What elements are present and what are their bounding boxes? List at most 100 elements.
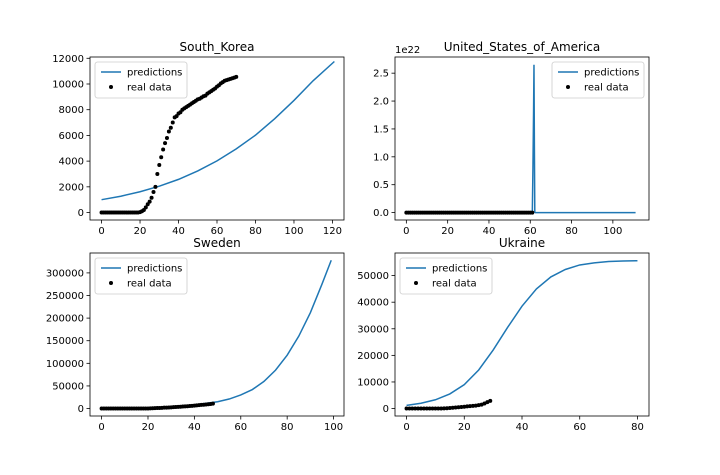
ukraine-xtick-label: 0	[403, 422, 409, 433]
ukraine-ytick-label: 30000	[357, 324, 389, 335]
sweden-subplot: Sweden 0 20 40 60 80 100 0 50000 100000 150000 2000…	[46, 236, 345, 433]
usa-legend: predictions real data	[551, 61, 645, 99]
usa-legend-predictions-label: predictions	[584, 68, 639, 79]
ukraine-real-data-point	[453, 405, 458, 410]
ukraine-real-data-point	[456, 405, 461, 410]
usa-ytick-label: 0.5	[373, 180, 389, 191]
south-korea-subplot: South_Korea 0 20 40 60 80 100 120 0 2000 4000 6000 8…	[52, 40, 345, 237]
usa-ytick-label: 0.0	[373, 208, 389, 219]
south-korea-xtick-label: 60	[211, 226, 224, 237]
ukraine-real-data-point	[433, 406, 438, 411]
sweden-xtick-label: 0	[98, 422, 104, 433]
ukraine-real-data-point	[404, 406, 409, 411]
ukraine-ytick-label: 10000	[357, 377, 389, 388]
usa-xtick-label: 100	[603, 226, 622, 237]
south-korea-real-data-point	[168, 125, 173, 130]
sweden-ytick-label: 300000	[46, 268, 84, 279]
ukraine-real-data-point	[424, 406, 429, 411]
sweden-legend-box	[94, 257, 188, 295]
usa-ytick-label: 2.5	[373, 69, 389, 80]
usa-legend-real-data-label: real data	[584, 83, 629, 94]
ukraine-real-data-point	[465, 404, 470, 409]
ukraine-xtick-label: 40	[516, 422, 529, 433]
ukraine-real-data-point	[439, 406, 444, 411]
usa-plot-area	[404, 64, 636, 215]
usa-title: United_States_of_America	[444, 40, 601, 54]
sweden-real-data-point	[210, 401, 215, 406]
usa-ytick-label: 2.0	[373, 97, 389, 108]
south-korea-ytick-label: 2000	[59, 182, 84, 193]
sweden-legend: predictions real data	[94, 257, 188, 295]
sweden-legend-real-data-label: real data	[127, 279, 172, 290]
sweden-xtick-label: 80	[281, 422, 294, 433]
south-korea-xtick-label: 20	[134, 226, 147, 237]
ukraine-real-data-point	[450, 405, 455, 410]
south-korea-ytick-label: 4000	[59, 157, 84, 168]
usa-xtick-label: 0	[403, 226, 409, 237]
south-korea-title: South_Korea	[180, 40, 255, 54]
ukraine-legend-real-data-swatch	[414, 281, 418, 285]
ukraine-real-data-point	[442, 406, 447, 411]
ukraine-real-data-point	[413, 406, 418, 411]
ukraine-legend: predictions real data	[399, 257, 493, 295]
south-korea-xtick-label: 120	[323, 226, 342, 237]
ukraine-real-data-point	[459, 404, 464, 409]
south-korea-real-data-point	[234, 74, 239, 79]
usa-real-data-point	[530, 210, 535, 215]
usa-ytick-label: 1.5	[373, 124, 389, 135]
sweden-plot-area	[99, 259, 332, 411]
ukraine-real-data-point	[436, 406, 441, 411]
south-korea-ytick-label: 0	[78, 208, 84, 219]
ukraine-ytick-label: 20000	[357, 351, 389, 362]
ukraine-real-data-point	[488, 398, 493, 403]
sweden-ytick-label: 200000	[46, 314, 84, 325]
south-korea-legend-real-data-swatch	[109, 85, 113, 89]
ukraine-real-data-point	[418, 406, 423, 411]
south-korea-ytick-label: 8000	[59, 105, 84, 116]
ukraine-real-data-point	[421, 406, 426, 411]
south-korea-plot-area	[99, 60, 335, 215]
south-korea-xtick-label: 40	[172, 226, 185, 237]
sweden-ytick-label: 50000	[52, 381, 84, 392]
ukraine-xtick-label: 80	[631, 422, 644, 433]
sweden-xtick-label: 100	[324, 422, 343, 433]
south-korea-real-data-point	[164, 135, 169, 140]
ukraine-real-data-point	[462, 404, 467, 409]
south-korea-real-data-point	[159, 155, 164, 160]
ukraine-plot-area	[404, 259, 638, 411]
usa-xtick-label: 20	[441, 226, 454, 237]
ukraine-ytick-label: 40000	[357, 298, 389, 309]
south-korea-real-data-point	[151, 189, 156, 194]
south-korea-legend-box	[94, 61, 188, 99]
ukraine-real-data-point	[410, 406, 415, 411]
ukraine-real-data-point	[470, 403, 475, 408]
ukraine-xtick-label: 20	[458, 422, 471, 433]
ukraine-real-data-point	[427, 406, 432, 411]
ukraine-subplot: Ukraine 0 20 40 60 80 0 10000 20000 30000 40000 500…	[357, 236, 650, 433]
sweden-legend-real-data-swatch	[109, 281, 113, 285]
south-korea-xtick-label: 0	[98, 226, 104, 237]
ukraine-ytick-label: 50000	[357, 271, 389, 282]
south-korea-real-data-point	[163, 141, 168, 146]
south-korea-legend-real-data-label: real data	[127, 83, 172, 94]
usa-offset-label: 1e22	[395, 45, 420, 56]
ukraine-legend-predictions-label: predictions	[432, 264, 487, 275]
south-korea-real-data-point	[161, 147, 166, 152]
sweden-xtick-label: 20	[142, 422, 155, 433]
usa-legend-box	[551, 61, 645, 99]
ukraine-ytick-label: 0	[383, 404, 389, 415]
south-korea-real-data-point	[157, 162, 162, 167]
ukraine-real-data-point	[444, 406, 449, 411]
usa-xtick-label: 40	[483, 226, 496, 237]
usa-legend-real-data-swatch	[566, 85, 570, 89]
south-korea-legend: predictions real data	[94, 61, 188, 99]
ukraine-real-data-point	[416, 406, 421, 411]
south-korea-ytick-label: 6000	[59, 131, 84, 142]
south-korea-ytick-label: 12000	[52, 54, 84, 65]
usa-ytick-label: 1.0	[373, 152, 389, 163]
sweden-xtick-label: 60	[234, 422, 247, 433]
ukraine-real-data-point	[407, 406, 412, 411]
ukraine-real-data-point	[447, 406, 452, 411]
ukraine-predictions-line	[406, 259, 638, 407]
